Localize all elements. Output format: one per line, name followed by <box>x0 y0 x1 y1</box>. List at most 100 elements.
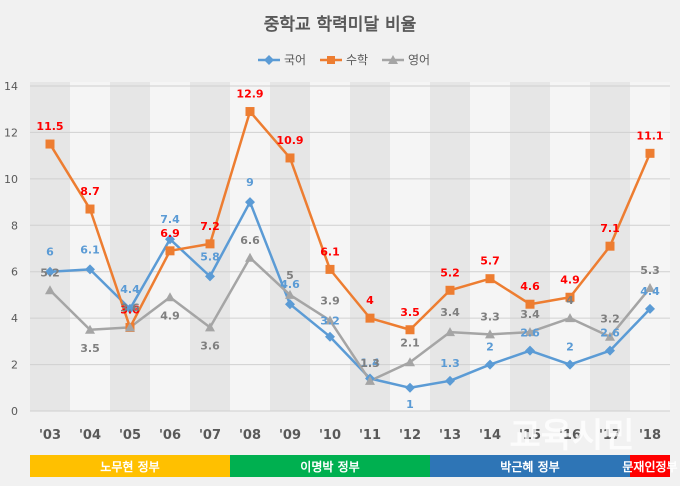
y-tick-label: 12 <box>4 126 18 139</box>
series-line-0 <box>49 200 651 390</box>
data-label: 4 <box>366 294 374 307</box>
data-point <box>405 357 415 367</box>
data-label: 6.9 <box>160 227 180 240</box>
column-band <box>310 82 350 411</box>
data-point <box>645 148 655 158</box>
data-label: 9 <box>246 176 254 189</box>
data-label: 3.2 <box>320 315 340 328</box>
data-label: 3.4 <box>520 308 540 321</box>
data-label: 5.7 <box>480 255 500 268</box>
data-point <box>325 315 335 325</box>
legend-label: 영어 <box>408 53 430 67</box>
x-tick-label: '07 <box>199 428 221 443</box>
x-tick-label: '03 <box>39 428 61 443</box>
data-point <box>45 266 55 277</box>
y-tick-label: 8 <box>11 219 18 232</box>
y-tick-label: 2 <box>11 359 18 372</box>
y-tick-label: 10 <box>4 173 18 186</box>
data-point <box>605 331 615 341</box>
data-point <box>165 234 175 245</box>
x-tick-label: '14 <box>479 428 501 443</box>
data-point <box>325 331 335 342</box>
column-band <box>390 82 430 411</box>
series-line-1 <box>48 110 652 331</box>
legend-marker <box>327 56 335 64</box>
data-point <box>485 274 495 284</box>
data-point <box>125 303 135 314</box>
data-point <box>565 313 575 323</box>
data-label: 1.3 <box>440 357 460 370</box>
data-label: 8.7 <box>80 185 100 198</box>
data-point <box>565 359 575 370</box>
x-tick-label: '10 <box>319 428 341 443</box>
data-point <box>565 292 575 302</box>
data-label: 3.3 <box>480 310 500 323</box>
data-point <box>445 285 455 295</box>
data-point <box>125 322 135 332</box>
data-label: 11.1 <box>636 129 663 142</box>
y-tick-label: 0 <box>11 405 18 418</box>
data-label: 10.9 <box>276 134 303 147</box>
data-label: 3.5 <box>400 306 420 319</box>
data-point <box>525 345 535 356</box>
data-label: 6 <box>46 246 54 259</box>
column-band <box>550 82 590 411</box>
column-band <box>470 82 510 411</box>
data-label: 2 <box>566 341 574 354</box>
x-tick-label: '12 <box>399 428 421 443</box>
data-point <box>245 197 255 208</box>
data-point <box>605 241 615 251</box>
x-tick-label: '15 <box>519 428 541 443</box>
legend-label: 국어 <box>284 53 306 67</box>
data-label: 6.1 <box>80 243 100 256</box>
legend-label: 수학 <box>346 53 368 67</box>
era-label: 문재인정부 <box>622 459 677 474</box>
data-label: 2 <box>486 341 494 354</box>
era-label: 박근혜 정부 <box>500 459 559 474</box>
era-label: 노무현 정부 <box>100 459 159 474</box>
data-point <box>245 252 255 262</box>
column-band <box>630 82 670 411</box>
data-label: 4.9 <box>560 273 580 286</box>
data-point <box>165 292 175 302</box>
data-point <box>365 313 375 323</box>
data-label: 4.6 <box>520 280 540 293</box>
data-point <box>85 264 95 275</box>
data-point <box>85 204 95 214</box>
data-label: 1.3 <box>360 357 380 370</box>
data-point <box>605 345 615 356</box>
data-label: 3.9 <box>320 294 340 307</box>
era-band <box>230 455 430 477</box>
y-tick-label: 4 <box>11 312 18 325</box>
data-label: 6.6 <box>240 234 260 247</box>
column-band <box>30 82 70 411</box>
data-point <box>485 329 495 339</box>
data-point <box>645 282 655 292</box>
data-label: 5.2 <box>440 266 460 279</box>
data-label: 4.9 <box>160 309 180 322</box>
data-label: 4.4 <box>640 285 660 298</box>
data-label: 12.9 <box>236 88 263 101</box>
data-point <box>405 382 415 393</box>
data-label: 5.8 <box>200 250 220 263</box>
data-point <box>285 153 295 163</box>
data-label: 2.6 <box>520 327 540 340</box>
data-point <box>405 325 415 335</box>
data-label: 2.1 <box>400 336 420 349</box>
data-label: 5.2 <box>40 266 60 279</box>
data-point <box>525 299 535 309</box>
watermark-logo: 교육시민 <box>509 416 634 456</box>
data-label: 4.6 <box>280 278 300 291</box>
data-label: 5 <box>286 269 294 282</box>
chart-title: 중학교 학력미달 비율 <box>264 14 417 35</box>
data-label: 7.2 <box>200 220 220 233</box>
data-point <box>285 299 295 310</box>
era-band <box>430 455 630 477</box>
x-tick-label: '06 <box>159 428 181 443</box>
data-point <box>45 139 55 149</box>
column-band <box>350 82 390 411</box>
data-label: 3.6 <box>120 301 140 314</box>
data-point <box>525 327 535 337</box>
